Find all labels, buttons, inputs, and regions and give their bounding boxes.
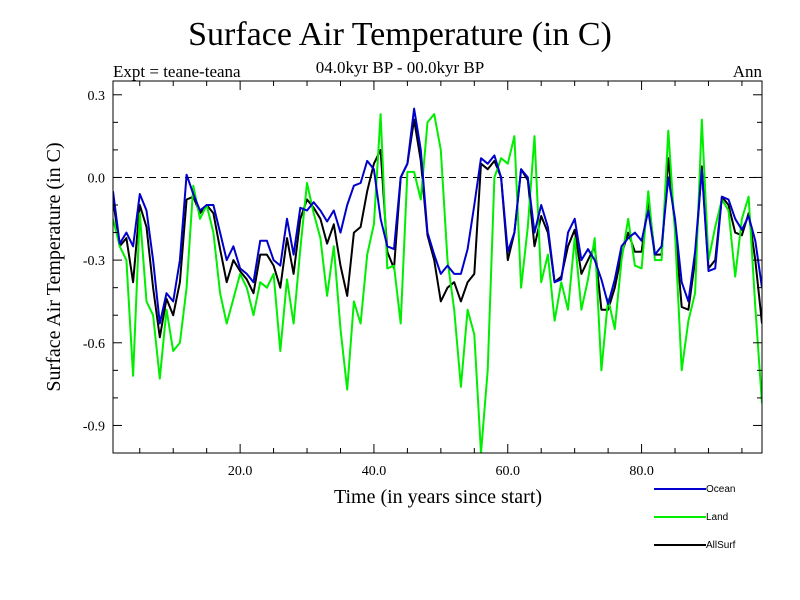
y-tick-label: -0.9 [83,419,105,434]
y-tick-label: 0.3 [88,89,106,104]
chart-subtitle: 04.0kyr BP - 00.0kyr BP [315,58,485,77]
legend-label-land: Land [706,512,728,523]
chart-title: Surface Air Temperature (in C) [188,16,612,53]
plot-frame [112,80,763,454]
x-tick-label: 80.0 [629,464,654,479]
legend-label-ocean: Ocean [706,484,735,495]
x-axis-label: Time (in years since start) [334,486,542,508]
experiment-label: Expt = teane-teana [113,62,241,81]
x-tick-label: 20.0 [228,464,253,479]
y-tick-label: -0.3 [83,254,105,269]
y-axis-label: Surface Air Temperature (in C) [43,142,65,391]
period-label: Ann [732,62,762,81]
x-tick-label: 40.0 [362,464,387,479]
y-tick-label: -0.6 [83,337,105,352]
series-line-allsurf [113,118,762,339]
series-line-ocean [113,107,762,325]
series-group [113,107,762,453]
x-tick-label: 60.0 [496,464,521,479]
legend: Ocean Land AllSurf [654,484,736,551]
legend-label-allsurf: AllSurf [706,540,736,551]
y-tick-label: 0.0 [88,171,106,186]
